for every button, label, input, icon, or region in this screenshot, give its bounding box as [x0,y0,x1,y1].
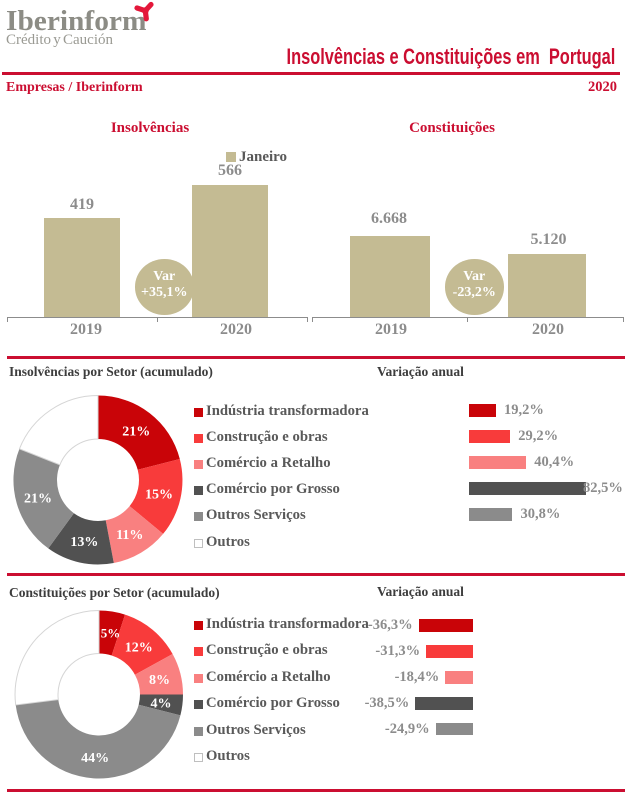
svg-text:21%: 21% [122,425,150,440]
svg-text:12%: 12% [125,640,153,655]
svg-text:4%: 4% [151,696,172,711]
svg-text:8%: 8% [149,673,170,688]
svg-text:21%: 21% [24,491,52,506]
svg-text:13%: 13% [70,535,98,550]
svg-text:5%: 5% [101,625,121,640]
svg-text:11%: 11% [116,528,143,543]
svg-text:15%: 15% [145,488,173,503]
svg-text:44%: 44% [81,751,109,766]
